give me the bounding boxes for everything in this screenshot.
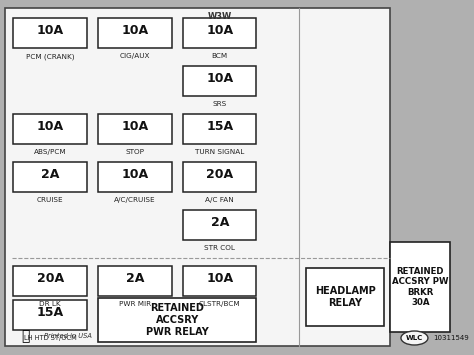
Text: 10A: 10A bbox=[206, 24, 233, 37]
Text: 2A: 2A bbox=[126, 272, 144, 285]
Text: PWR MIR: PWR MIR bbox=[119, 301, 151, 307]
Text: 10311549: 10311549 bbox=[434, 335, 469, 341]
FancyBboxPatch shape bbox=[98, 162, 172, 192]
Text: 2A: 2A bbox=[41, 168, 59, 181]
Text: 20A: 20A bbox=[206, 168, 233, 181]
FancyBboxPatch shape bbox=[13, 114, 87, 144]
FancyBboxPatch shape bbox=[183, 266, 256, 296]
FancyBboxPatch shape bbox=[13, 162, 87, 192]
Text: CRUISE: CRUISE bbox=[37, 197, 64, 203]
FancyBboxPatch shape bbox=[307, 268, 383, 326]
Text: 15A: 15A bbox=[206, 120, 233, 133]
Text: CIG/AUX: CIG/AUX bbox=[119, 53, 150, 59]
Text: SRS: SRS bbox=[213, 101, 227, 107]
FancyBboxPatch shape bbox=[13, 266, 87, 296]
Text: 10A: 10A bbox=[206, 272, 233, 285]
Ellipse shape bbox=[401, 331, 428, 345]
Text: 20A: 20A bbox=[36, 272, 64, 285]
FancyBboxPatch shape bbox=[98, 114, 172, 144]
Text: BCM: BCM bbox=[212, 53, 228, 59]
Text: A/C FAN: A/C FAN bbox=[205, 197, 234, 203]
Text: TURN SIGNAL: TURN SIGNAL bbox=[195, 149, 245, 155]
Text: CLSTR/BCM: CLSTR/BCM bbox=[199, 301, 241, 307]
Text: 10A: 10A bbox=[36, 24, 64, 37]
Text: W3W: W3W bbox=[208, 12, 232, 21]
Text: 📖: 📖 bbox=[21, 329, 29, 343]
FancyBboxPatch shape bbox=[98, 18, 172, 48]
FancyBboxPatch shape bbox=[183, 162, 256, 192]
Text: HEADLAMP
RELAY: HEADLAMP RELAY bbox=[315, 286, 375, 308]
Text: DR LK: DR LK bbox=[39, 301, 61, 307]
FancyBboxPatch shape bbox=[5, 8, 391, 346]
Text: LH HTD ST/OCM: LH HTD ST/OCM bbox=[24, 335, 76, 341]
Text: STOP: STOP bbox=[126, 149, 145, 155]
Text: ABS/PCM: ABS/PCM bbox=[34, 149, 66, 155]
FancyBboxPatch shape bbox=[98, 266, 172, 296]
Text: 10A: 10A bbox=[121, 120, 148, 133]
FancyBboxPatch shape bbox=[183, 210, 256, 240]
FancyBboxPatch shape bbox=[183, 66, 256, 96]
Text: RETAINED
ACCSRY
PWR RELAY: RETAINED ACCSRY PWR RELAY bbox=[146, 304, 209, 337]
Text: STR COL: STR COL bbox=[204, 245, 235, 251]
Text: Printed in USA: Printed in USA bbox=[45, 333, 92, 339]
FancyBboxPatch shape bbox=[183, 18, 256, 48]
Text: 10A: 10A bbox=[36, 120, 64, 133]
Text: 2A: 2A bbox=[210, 216, 229, 229]
FancyBboxPatch shape bbox=[13, 18, 87, 48]
Text: 10A: 10A bbox=[206, 72, 233, 85]
Text: 10A: 10A bbox=[121, 24, 148, 37]
FancyBboxPatch shape bbox=[13, 300, 87, 330]
Text: RETAINED
ACCSRY PW
BRKR
30A: RETAINED ACCSRY PW BRKR 30A bbox=[392, 267, 448, 307]
FancyBboxPatch shape bbox=[391, 242, 450, 332]
FancyBboxPatch shape bbox=[98, 298, 256, 342]
Text: 10A: 10A bbox=[121, 168, 148, 181]
FancyBboxPatch shape bbox=[183, 114, 256, 144]
Text: 15A: 15A bbox=[36, 306, 64, 319]
Text: WLC: WLC bbox=[406, 335, 423, 341]
Text: PCM (CRANK): PCM (CRANK) bbox=[26, 53, 74, 60]
Text: A/C/CRUISE: A/C/CRUISE bbox=[114, 197, 156, 203]
